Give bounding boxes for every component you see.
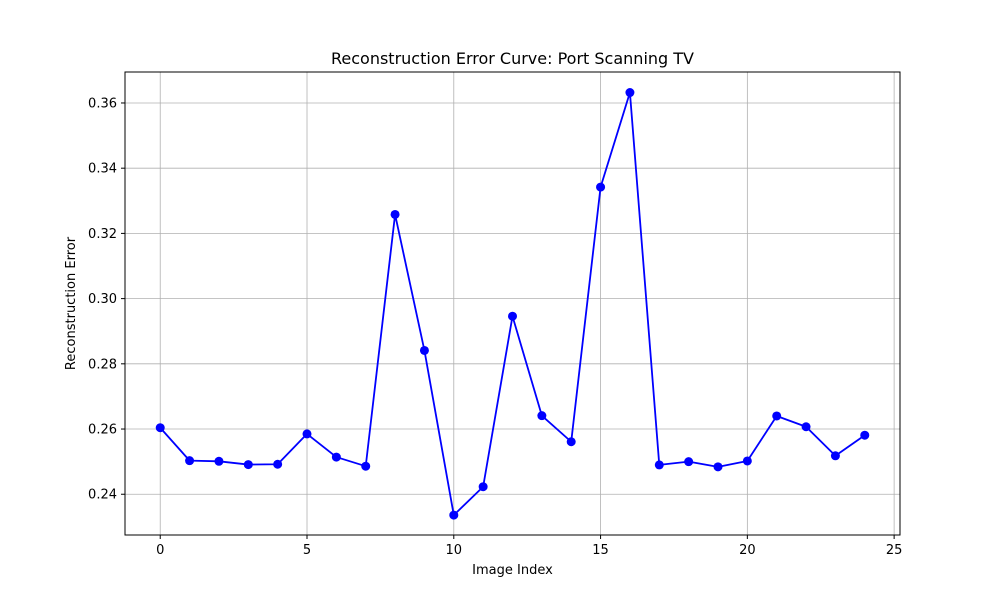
data-point [478,482,488,492]
y-tick-label: 0.24 [88,488,117,503]
y-tick-label: 0.30 [88,292,117,307]
x-tick-label: 5 [303,543,311,558]
data-point [449,510,459,520]
data-point [508,311,517,321]
y-tick-label: 0.36 [88,96,117,111]
x-tick-label: 25 [886,543,903,558]
data-point [243,460,253,470]
x-tick-label: 0 [156,543,164,558]
data-point [566,437,576,447]
x-tick-label: 10 [446,543,463,558]
x-tick-label: 15 [592,543,609,558]
y-tick-label: 0.28 [88,357,117,372]
data-point [185,456,195,466]
data-point [419,345,429,355]
data-point [331,452,341,462]
data-point [155,423,165,433]
data-point [273,459,283,469]
plot-frame [124,71,901,536]
data-point [390,209,400,219]
y-axis-ticks: 0.24 0.26 0.28 0.30 0.32 0.34 0.36 [88,96,125,503]
data-point [302,429,312,439]
data-point [860,430,870,440]
x-axis-label: Image Index [472,563,553,578]
data-point [654,460,664,470]
y-tick-label: 0.32 [88,227,117,242]
y-tick-label: 0.34 [88,162,117,177]
y-tick-label: 0.26 [88,423,117,438]
data-point [713,462,723,472]
y-axis-label: Reconstruction Error [64,236,79,370]
data-point [830,451,840,461]
data-point [625,88,635,98]
data-point [742,456,752,466]
chart-title: Reconstruction Error Curve: Port Scannin… [331,49,694,68]
x-axis-ticks: 0 5 10 15 20 25 [156,535,902,558]
x-tick-label: 20 [739,543,756,558]
data-point [537,411,547,421]
data-point [596,182,606,192]
series-layer [155,88,870,520]
data-point [772,411,782,421]
grid [125,72,900,535]
data-point [801,422,811,432]
data-point [361,461,371,471]
data-point [684,457,694,467]
data-point [214,456,224,466]
